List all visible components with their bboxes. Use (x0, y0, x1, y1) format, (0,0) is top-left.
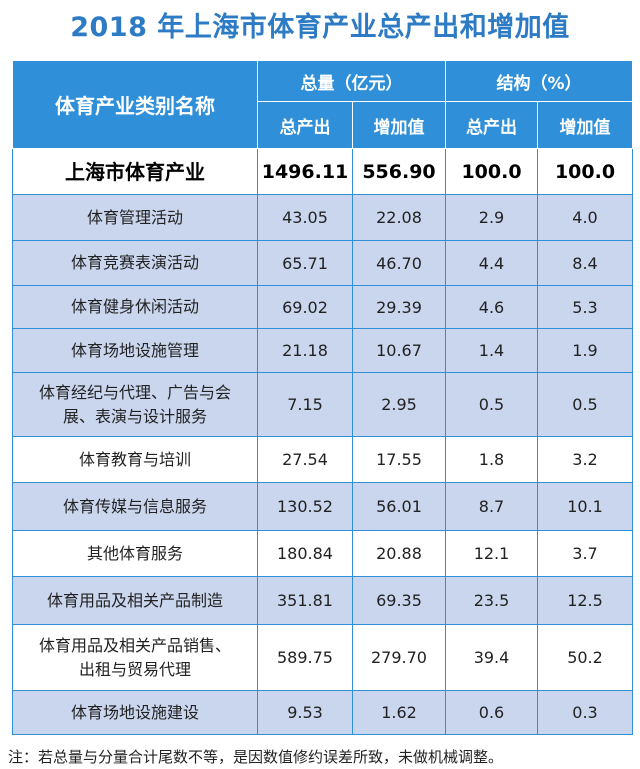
row-name: 体育竞赛表演活动 (12, 240, 258, 286)
row-name-line1: 体育用品及相关产品销售、 (38, 635, 231, 655)
row-name: 体育用品及相关产品销售、 出租与贸易代理 (12, 624, 258, 691)
cell-output: 43.05 (257, 194, 353, 241)
cell-added-share: 10.1 (536, 482, 634, 531)
cell-output-share: 0.5 (445, 372, 538, 437)
header-added-value: 增加值 (352, 101, 446, 149)
cell-added: 69.35 (352, 576, 446, 625)
page-title: 2018 年上海市体育产业总产出和增加值 (70, 12, 570, 43)
cell-added-share: 3.7 (536, 530, 634, 577)
cell-output: 9.53 (257, 690, 353, 735)
cell-added-share: 0.3 (536, 690, 634, 735)
table-row: 体育用品及相关产品销售、 出租与贸易代理 589.75 279.70 39.4 … (12, 624, 634, 691)
cell-output: 589.75 (257, 624, 353, 691)
cell-output: 180.84 (257, 530, 353, 577)
cell-output: 65.71 (257, 240, 353, 286)
table-row: 体育竞赛表演活动 65.71 46.70 4.4 8.4 (12, 240, 634, 286)
row-name: 体育传媒与信息服务 (12, 482, 258, 531)
row-name: 体育教育与培训 (12, 436, 258, 483)
cell-added-share: 50.2 (536, 624, 634, 691)
cell-added: 279.70 (352, 624, 446, 691)
header-structure-group: 结构（%） (444, 60, 634, 102)
cell-added-share: 4.0 (536, 194, 634, 241)
row-name-line2: 出租与贸易代理 (78, 659, 191, 679)
cell-added-share: 5.3 (536, 285, 634, 329)
cell-output-share: 23.5 (445, 576, 538, 625)
footnote: 注：若总量与分量合计尾数不等，是因数值修约误差所致，未做机械调整。 (8, 748, 504, 766)
table-row: 体育用品及相关产品制造 351.81 69.35 23.5 12.5 (12, 576, 634, 625)
cell-output-share: 4.6 (445, 285, 538, 329)
cell-output-share: 39.4 (445, 624, 538, 691)
cell-output-share: 8.7 (445, 482, 538, 531)
header-output-share: 总产出 (445, 101, 538, 149)
cell-output-share: 12.1 (445, 530, 538, 577)
cell-added-share: 3.2 (536, 436, 634, 483)
cell-added: 2.95 (352, 372, 446, 437)
cell-added: 56.01 (352, 482, 446, 531)
cell-output: 21.18 (257, 328, 353, 373)
row-name-line1: 体育经纪与代理、广告与会 (38, 382, 231, 402)
cell-output: 1496.11 (257, 148, 353, 195)
cell-output-share: 100.0 (445, 148, 538, 195)
cell-added: 10.67 (352, 328, 446, 373)
cell-output-share: 1.4 (445, 328, 538, 373)
cell-output-share: 4.4 (445, 240, 538, 286)
row-name-line2: 展、表演与设计服务 (62, 406, 207, 426)
cell-added: 17.55 (352, 436, 446, 483)
row-name: 其他体育服务 (12, 530, 258, 577)
header-output: 总产出 (257, 101, 353, 149)
cell-added: 46.70 (352, 240, 446, 286)
cell-added: 20.88 (352, 530, 446, 577)
table-row: 体育场地设施管理 21.18 10.67 1.4 1.9 (12, 328, 634, 373)
cell-output-share: 1.8 (445, 436, 538, 483)
row-name: 体育健身休闲活动 (12, 285, 258, 329)
cell-output: 130.52 (257, 482, 353, 531)
row-name: 体育场地设施建设 (12, 690, 258, 735)
header-total-group: 总量（亿元） (257, 60, 446, 102)
cell-output-share: 2.9 (445, 194, 538, 241)
cell-added-share: 100.0 (536, 148, 634, 195)
header-added-value-share: 增加值 (536, 101, 634, 149)
table-row: 体育场地设施建设 9.53 1.62 0.6 0.3 (12, 690, 634, 735)
cell-output: 69.02 (257, 285, 353, 329)
row-name: 体育场地设施管理 (12, 328, 258, 373)
cell-output-share: 0.6 (445, 690, 538, 735)
table-row: 体育教育与培训 27.54 17.55 1.8 3.2 (12, 436, 634, 483)
table-row: 体育管理活动 43.05 22.08 2.9 4.0 (12, 194, 634, 241)
table-row: 其他体育服务 180.84 20.88 12.1 3.7 (12, 530, 634, 577)
header-category: 体育产业类别名称 (12, 60, 258, 149)
table-row: 体育经纪与代理、广告与会 展、表演与设计服务 7.15 2.95 0.5 0.5 (12, 372, 634, 437)
cell-added-share: 12.5 (536, 576, 634, 625)
cell-output: 351.81 (257, 576, 353, 625)
row-name: 上海市体育产业 (12, 148, 258, 195)
cell-added: 29.39 (352, 285, 446, 329)
cell-added: 556.90 (352, 148, 446, 195)
row-name: 体育用品及相关产品制造 (12, 576, 258, 625)
cell-output: 7.15 (257, 372, 353, 437)
cell-added: 22.08 (352, 194, 446, 241)
table-row-total: 上海市体育产业 1496.11 556.90 100.0 100.0 (12, 148, 634, 195)
row-name: 体育管理活动 (12, 194, 258, 241)
table-row: 体育传媒与信息服务 130.52 56.01 8.7 10.1 (12, 482, 634, 531)
row-name: 体育经纪与代理、广告与会 展、表演与设计服务 (12, 372, 258, 437)
cell-output: 27.54 (257, 436, 353, 483)
cell-added-share: 8.4 (536, 240, 634, 286)
data-table-container: 体育产业类别名称 总量（亿元） 结构（%） 总产出 增加值 总产出 增加值 上海… (12, 60, 634, 735)
table-row: 体育健身休闲活动 69.02 29.39 4.6 5.3 (12, 285, 634, 329)
cell-added: 1.62 (352, 690, 446, 735)
sports-industry-table: 体育产业类别名称 总量（亿元） 结构（%） 总产出 增加值 总产出 增加值 上海… (12, 60, 634, 735)
cell-added-share: 0.5 (536, 372, 634, 437)
cell-added-share: 1.9 (536, 328, 634, 373)
